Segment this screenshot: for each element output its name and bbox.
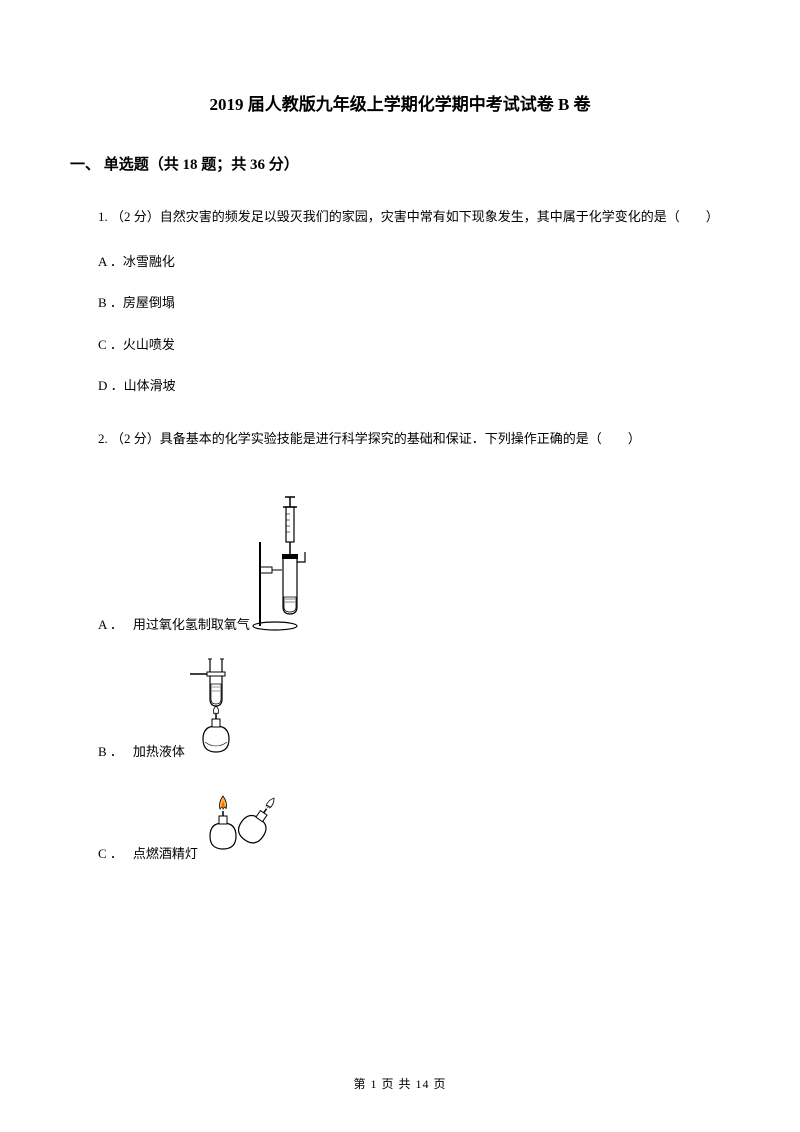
question-2-stem: 2. （2 分）具备基本的化学实验技能是进行科学探究的基础和保证．下列操作正确的… [70,426,730,452]
q1-option-c: C ．火山喷发 [70,333,730,356]
question-1-stem: 1. （2 分）自然灾害的频发足以毁灭我们的家园，灾害中常有如下现象发生，其中属… [70,204,730,230]
page-footer: 第 1 页 共 14 页 [0,1075,800,1092]
q2-option-a-label: A ． [98,614,123,636]
q2-option-b: B ． 加热液体 [70,654,730,763]
q2-option-a-text: 用过氧化氢制取氧气 [133,614,250,636]
q1-option-b: B ．房屋倒塌 [70,291,730,314]
section-header: 一、 单选题（共 18 题；共 36 分） [70,153,730,174]
q2-option-b-text: 加热液体 [133,741,185,763]
page-title: 2019 届人教版九年级上学期化学期中考试试卷 B 卷 [70,90,730,115]
q1-option-a: A ．冰雪融化 [70,250,730,273]
q1-option-d: D ．山体滑坡 [70,374,730,397]
q2-option-c-label: C ． [98,843,123,865]
q2-option-b-label: B ． [98,741,123,763]
apparatus-c-icon [198,781,293,865]
apparatus-b-icon [185,654,245,763]
q2-option-c: C ． 点燃酒精灯 [70,781,730,865]
q2-option-a: A ． 用过氧化氢制取氧气 [70,492,730,636]
apparatus-a-icon [250,492,320,636]
q2-option-c-text: 点燃酒精灯 [133,843,198,865]
